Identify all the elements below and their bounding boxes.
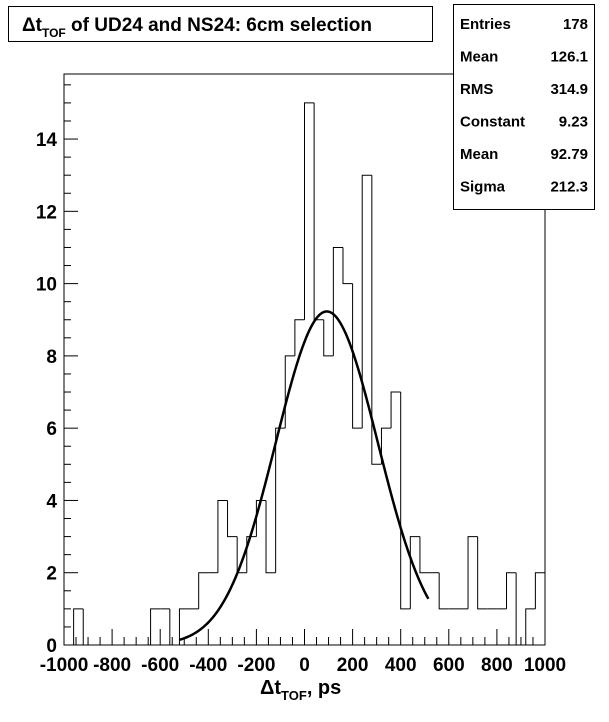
y-tick-label: 0 <box>46 636 57 657</box>
histogram-bin <box>352 283 363 429</box>
x-tick-label: 400 <box>385 655 417 676</box>
y-tick-label: 10 <box>36 275 57 296</box>
plot-frame <box>63 73 546 646</box>
histogram-bin <box>275 427 286 573</box>
stats-value: 126.1 <box>550 49 588 66</box>
y-tick-label: 6 <box>46 419 57 440</box>
histogram-bin <box>419 536 430 574</box>
x-tick-labels: -1000 -800 -600 -400 -200 0 200 400 600 800 1000 <box>40 655 566 676</box>
title-box: ΔtTOF of UD24 and NS24: 6cm selection <box>8 6 433 42</box>
y-tick-label: 12 <box>36 202 57 223</box>
stats-label: Entries <box>460 16 511 33</box>
histogram-bin <box>217 499 228 573</box>
stats-label: RMS <box>460 81 493 98</box>
stats-value: 92.79 <box>550 146 588 163</box>
x-tick-label: 0 <box>299 655 310 676</box>
y-tick-label: 14 <box>36 130 58 151</box>
histogram-bin <box>506 572 517 609</box>
stats-label: Mean <box>460 49 498 66</box>
y-tick-label: 4 <box>46 491 57 512</box>
y-tick-labels: 0 2 4 6 8 10 12 14 <box>36 130 58 657</box>
histogram-bin <box>332 246 343 356</box>
histogram-bin <box>467 536 478 609</box>
y-tick-label: 2 <box>46 564 57 585</box>
stats-label: Constant <box>460 114 525 131</box>
x-tick-label: 600 <box>433 655 465 676</box>
histogram-bin <box>255 499 267 537</box>
x-tick-label: -600 <box>141 655 179 676</box>
histogram-bin <box>361 174 372 429</box>
histogram-bin <box>525 608 536 645</box>
histogram-bin <box>246 536 257 573</box>
fit-curve <box>179 310 430 642</box>
histogram-bin <box>150 608 161 645</box>
xlabel-subscript: TOF <box>281 688 307 703</box>
histogram-bin <box>409 536 420 609</box>
stats-value: 212.3 <box>550 179 588 196</box>
title-subscript: TOF <box>42 26 66 40</box>
histogram-bin <box>178 608 190 645</box>
x-tick-label: 800 <box>481 655 513 676</box>
x-tick-label: 1000 <box>524 655 566 676</box>
xlabel-delta-t: Δt <box>260 677 281 699</box>
histogram-bin <box>323 319 334 357</box>
histogram-bin <box>400 392 411 610</box>
title-text: of UD24 and NS24: 6cm selection <box>66 15 372 36</box>
histogram-bin <box>73 608 84 645</box>
stats-value: 9.23 <box>559 114 588 131</box>
x-axis-label: ΔtTOF, ps <box>260 677 341 703</box>
histogram-bin <box>198 572 209 609</box>
stats-label: Mean <box>460 146 498 163</box>
title-delta-t: Δt <box>22 15 43 36</box>
stats-value: 314.9 <box>550 81 588 98</box>
histogram-bin <box>477 536 488 610</box>
x-tick-label: -800 <box>93 655 131 676</box>
stats-value: 178 <box>563 16 588 33</box>
histogram-bin <box>304 102 315 320</box>
histogram-bin <box>294 319 305 356</box>
x-tick-label: 200 <box>337 655 369 676</box>
svg-text:ΔtTOF of UD24 and NS24: 6cm se: ΔtTOF of UD24 and NS24: 6cm selection <box>22 15 372 40</box>
histogram-bin <box>390 391 401 429</box>
stats-box: Entries 178 Mean 126.1 RMS 314.9 Constant 9.23 M… <box>453 4 595 210</box>
x-tick-label: -400 <box>189 655 227 676</box>
histogram-bin <box>227 500 238 538</box>
histogram-bin <box>371 175 382 465</box>
histogram-bin <box>438 572 449 610</box>
svg-text:ΔtTOF, ps: ΔtTOF, ps <box>260 677 341 703</box>
y-tick-label: 8 <box>46 347 57 368</box>
xlabel-unit: , ps <box>307 677 341 699</box>
histogram-bin <box>342 247 353 285</box>
histogram-bin <box>265 500 276 574</box>
x-tick-label: -1000 <box>40 655 89 676</box>
gaussian-fit <box>179 310 430 642</box>
x-tick-label: -200 <box>237 655 275 676</box>
stats-label: Sigma <box>460 179 506 196</box>
